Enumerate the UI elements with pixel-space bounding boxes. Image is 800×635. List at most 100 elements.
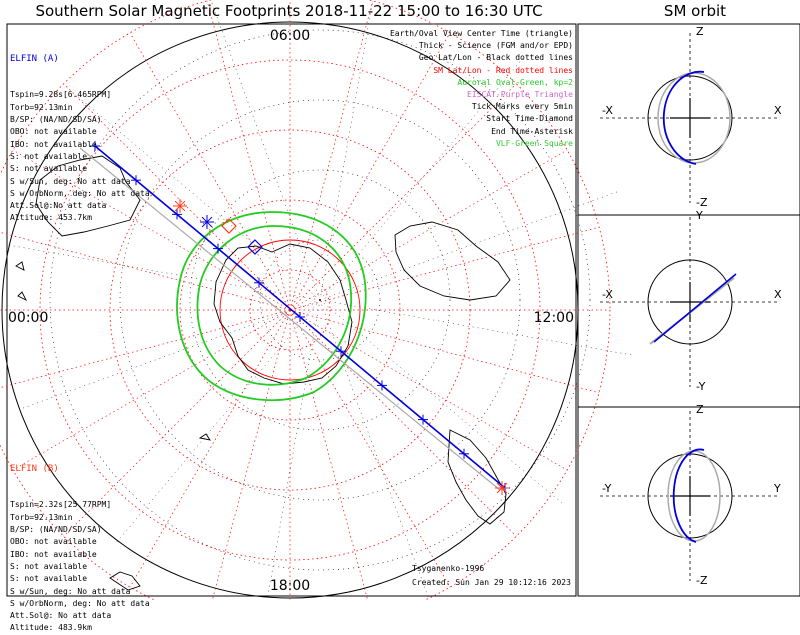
- elfin-a-line: Altitude: 453.7km: [10, 213, 92, 223]
- elfin-b-line: Altitude: 483.9km: [10, 623, 92, 633]
- elfin-b-info: ELFIN (B) Tspin=2.32s[25.77RPM] Torb=92.1…: [10, 438, 150, 633]
- legend-entry: SM Lat/Lon - Red dotted lines: [433, 65, 573, 75]
- sm-lon-line: [12, 149, 291, 311]
- geo-lon-line: [4, 244, 321, 301]
- sm-lon-line: [63, 83, 291, 311]
- geo-lat-circle: [119, 99, 521, 501]
- legend-entry: Start Time-Diamond: [486, 114, 573, 124]
- geo-lon-line: [319, 299, 566, 506]
- mlt-label-bottom: 18:00: [270, 578, 310, 594]
- elfin-a-line: B/SP: (NA/ND/SD/SA): [10, 115, 102, 125]
- orbit-axis-label-top: Z: [696, 25, 704, 38]
- sm-lat-circle: [179, 199, 401, 421]
- geo-lat-circle: [189, 169, 451, 431]
- sm-lat-circle: [39, 59, 541, 561]
- legend-entry: End Time-Asterisk: [491, 126, 573, 136]
- elfin-b-line: Tspin=2.32s[25.77RPM]: [10, 500, 112, 510]
- orbit-axis-label-bottom: -Y: [696, 380, 706, 393]
- orbit-title: SM orbit: [663, 2, 727, 20]
- created-credit: Created: Sun Jan 29 10:12:16 2023: [412, 578, 571, 587]
- legend-entry: Earth/Oval View Center Time (triangle): [389, 29, 573, 38]
- elfin-a-header: ELFIN (A): [10, 53, 59, 64]
- orbit-axis-label-left: -Y: [602, 482, 612, 495]
- sm-lon-line: [289, 149, 568, 311]
- sm-lon-line: [12, 309, 291, 471]
- earth-circle: [647, 259, 733, 345]
- elfin-b-line: S: not available: [10, 574, 88, 584]
- geo-lon-line: [319, 299, 430, 600]
- elfin-a-orbit: [653, 273, 737, 343]
- geo-lon-line: [319, 190, 621, 301]
- elfin-a-line: S: not available: [10, 151, 88, 161]
- orbit-axis-label-right: X: [774, 104, 782, 117]
- sm-lon-line: [129, 32, 291, 311]
- mlt-label-left: 00:00: [8, 310, 48, 326]
- sm-lon-line: [0, 309, 291, 389]
- start-diamond: [221, 218, 237, 234]
- sm-lon-line: [206, 0, 291, 311]
- sm-lon-line: [289, 309, 517, 537]
- coastlines: [15, 155, 511, 591]
- geo-lon-line: [266, 299, 321, 600]
- legend-entry: EISCAT-Purple Triangle: [467, 89, 573, 99]
- orbit-axis-label-top: Y: [696, 209, 703, 222]
- elfin-a-line: Torb=92.13min: [10, 102, 73, 112]
- elfin-b-line: Att.Sol@: No att data: [10, 611, 112, 621]
- legend-entry: VLF-Green Square: [495, 138, 573, 148]
- geo-lon-line: [319, 54, 526, 301]
- geo-lon-line: [319, 299, 636, 356]
- orbit-axis-label-bottom: -Z: [696, 574, 708, 587]
- orbit-axis-label-bottom: -Z: [696, 196, 708, 209]
- geo-lat-circle: [49, 29, 591, 571]
- auroral-oval: [176, 211, 367, 402]
- elfin-a-line: OBO: not available: [10, 127, 97, 137]
- south-america-coast: [394, 221, 511, 301]
- legend-entry: Tick Marks every 5min: [471, 102, 573, 112]
- map-frame: [6, 23, 577, 597]
- elfin-b-line: S: not available: [10, 561, 88, 571]
- orbit-axis-label-left: -X: [602, 104, 613, 117]
- sm-lon-line: [211, 309, 291, 600]
- elfin-a-line: IBO: not available: [10, 139, 97, 149]
- mlt-label-right: 12:00: [534, 310, 574, 326]
- elfin-a-line: Tspin=9.28s[6.465RPM]: [10, 90, 112, 100]
- sm-lon-line: [289, 309, 369, 600]
- chart-title: Southern Solar Magnetic Footprints 2018-…: [35, 2, 543, 20]
- elfin-a-info: ELFIN (A) Tspin=9.28s[6.465RPM] Torb=92.1…: [10, 28, 150, 223]
- sm-lon-line: [289, 83, 517, 311]
- islands: [15, 261, 211, 591]
- sm-lon-line: [289, 309, 451, 588]
- orbit-axis-label-top: Z: [696, 403, 704, 416]
- geo-lat-circle: [259, 239, 381, 361]
- elfin-b-line: IBO: not available: [10, 549, 97, 559]
- sm-lon-line: [0, 231, 291, 311]
- start-diamond: [247, 239, 263, 255]
- earth-circle: [647, 75, 733, 161]
- elfin-a-line: S w/Sun, deg: No att data: [10, 176, 131, 186]
- footprint-map: 06:00 18:00 00:00 12:00: [0, 0, 800, 600]
- elfin-a-orbit: [672, 448, 705, 543]
- sm-lon-line: [289, 0, 374, 311]
- footprint-tracks: [79, 141, 510, 495]
- model-credit: Tsyganenko-1996: [412, 564, 485, 573]
- sm-lon-line: [289, 226, 600, 311]
- sm-lon-line: [63, 309, 291, 537]
- sm-lon-line: [129, 309, 291, 588]
- mlt-label-top: 06:00: [270, 28, 310, 44]
- end-asterisk: [496, 482, 508, 494]
- sm-lon-line: [289, 309, 568, 471]
- sm-lon-line: [289, 32, 451, 311]
- sm-orbit-panels: [600, 33, 780, 581]
- elfin-b-line: S w/Sun, deg: No att data: [10, 586, 131, 596]
- end-asterisk: [201, 216, 213, 228]
- legend: Earth/Oval View Center Time (triangle) Th…: [390, 28, 573, 150]
- geo-lon-line: [210, 0, 321, 301]
- legend-entry: Thick - Science (FGM and/or EPD): [418, 41, 573, 51]
- elfin-b-line: OBO: not available: [10, 537, 97, 547]
- orbit-axis-label-left: -X: [602, 288, 613, 301]
- orbit-axis-label-right: X: [774, 288, 782, 301]
- antarctica-coast: [213, 243, 353, 385]
- elfin-a-line: S: not available: [10, 164, 88, 174]
- elfin-a-line: S w/OrbNorm, deg: No att data: [10, 188, 150, 198]
- sm-pole-circle: [219, 239, 361, 381]
